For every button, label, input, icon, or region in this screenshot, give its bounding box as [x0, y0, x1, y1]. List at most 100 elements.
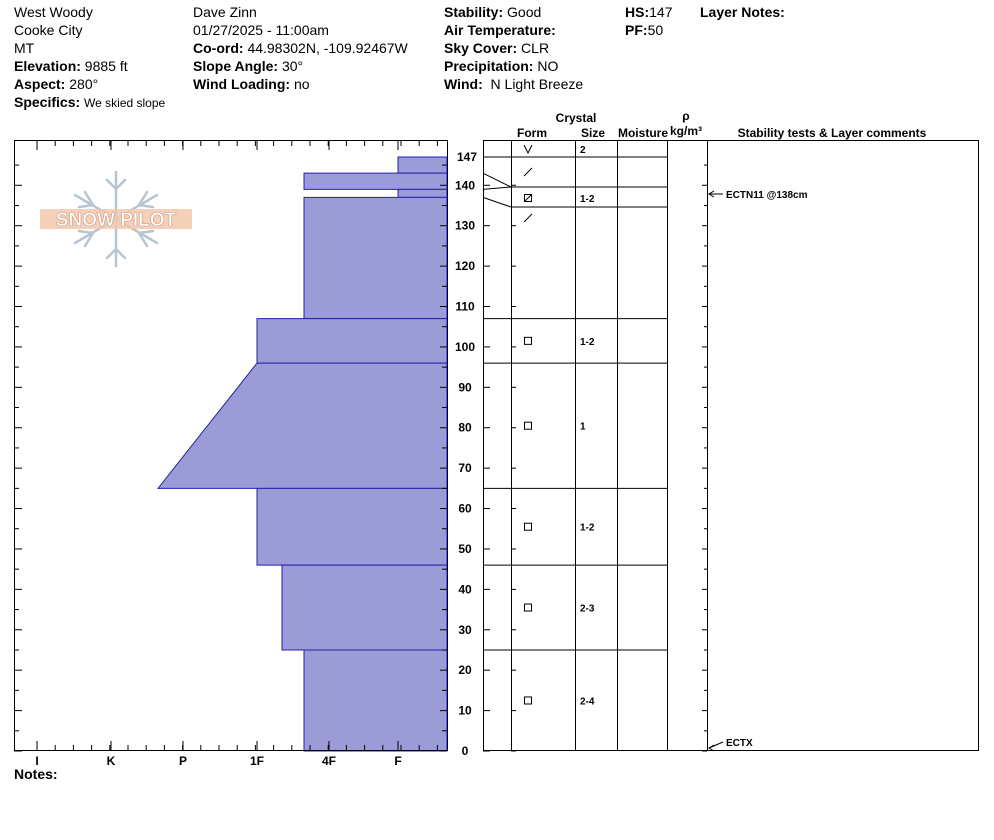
pf-value: 50	[647, 22, 664, 38]
faceted-icon	[524, 696, 532, 705]
slope-label: Slope Angle:	[193, 58, 279, 74]
wind-loading-label: Wind Loading:	[193, 76, 291, 92]
precip-value: NO	[537, 58, 559, 74]
notes: Notes:	[14, 765, 58, 783]
slope-angle: Slope Angle: 30°	[193, 57, 303, 75]
pf: PF:50	[625, 21, 663, 39]
hardness-layer-5	[156, 362, 448, 489]
stability-test-arrow	[708, 190, 715, 198]
aspect-label: Aspect:	[14, 76, 66, 92]
depth-label-60: 60	[458, 502, 472, 516]
layer-notes-label: Layer Notes:	[700, 4, 785, 20]
coordinates: Co-ord: 44.98302N, -109.92467W	[193, 39, 408, 57]
hs: HS:147	[625, 3, 672, 21]
wind: Wind: N Light Breeze	[444, 75, 583, 93]
precip-label: Precipitation:	[444, 58, 534, 74]
depth-label-10: 10	[458, 704, 472, 718]
precipitation: Precipitation: NO	[444, 57, 558, 75]
layer-table-content: 2 1-2 1-2 1 1-2 2-3 2-4 ECTN11 @138cm ECTX	[523, 144, 808, 752]
stability-test-arrow	[708, 744, 715, 752]
logo-text: SNOW PILOT	[56, 210, 177, 231]
coord-label: Co-ord:	[193, 40, 244, 56]
air-temperature: Air Temperature:	[444, 21, 556, 39]
county: Cooke City	[14, 22, 83, 38]
hardness-label-4F: 4F	[322, 754, 336, 768]
hardness-layer-7	[281, 564, 448, 651]
hardness-layer-4	[256, 318, 448, 364]
hardness-label-1F: 1F	[250, 754, 264, 768]
stability-label: Stability:	[444, 4, 504, 20]
hardness-label-K: K	[107, 754, 116, 768]
elevation: Elevation: 9885 ft	[14, 57, 128, 75]
aspect: Aspect: 280°	[14, 75, 98, 93]
moisture-header: Moisture	[618, 126, 668, 140]
stability-test-label: ECTN11 @138cm	[726, 190, 808, 201]
layer-boundary	[482, 196, 667, 208]
depth-label-50: 50	[458, 542, 472, 556]
mixed-form-slash	[524, 194, 532, 202]
elevation-value: 9885 ft	[84, 58, 128, 74]
specifics-value: We skied slope	[84, 96, 166, 110]
faceted-icon	[524, 603, 532, 612]
aspect-value: 280°	[69, 76, 99, 92]
stability-value: Good	[507, 4, 542, 20]
density-rho-header: ρ	[682, 109, 689, 123]
layer-table-grid	[482, 140, 708, 751]
crystal-size-label: 2-4	[580, 696, 595, 707]
coord-value: 44.98302N, -109.92467W	[247, 40, 408, 56]
depth-label-100: 100	[455, 340, 475, 354]
decomposing-icon	[523, 167, 533, 177]
size-header: Size	[581, 126, 605, 140]
wind-loading-value: no	[293, 76, 310, 92]
hardness-axis: I K P 1F 4F F	[35, 140, 438, 768]
layer-boundary	[482, 186, 667, 190]
decomposing-icon	[523, 213, 533, 223]
observer: Dave Zinn	[193, 4, 257, 20]
wind-label: Wind:	[444, 76, 483, 92]
depth-label-70: 70	[458, 461, 472, 475]
sky-label: Sky Cover:	[444, 40, 518, 56]
surface-hoar-icon	[523, 144, 533, 155]
air-temp-label: Air Temperature:	[444, 22, 556, 38]
stability-header: Stability tests & Layer comments	[738, 126, 927, 140]
crystal-size-label: 1-2	[580, 337, 595, 348]
depth-label-0: 0	[462, 744, 469, 758]
hardness-layer-6	[256, 487, 448, 566]
hardness-layer-3	[303, 196, 448, 320]
crystal-size-label: 2-3	[580, 604, 595, 615]
snowpilot-logo: SNOW PILOT	[40, 170, 192, 268]
depth-label-40: 40	[458, 582, 472, 596]
slope-value: 30°	[281, 58, 304, 74]
faceted-icon	[524, 336, 532, 345]
hs-value: 147	[649, 4, 673, 20]
faceted-icon	[524, 421, 532, 430]
datetime: 01/27/2025 - 11:00am	[193, 22, 329, 38]
hardness-layer-0	[397, 156, 448, 174]
hardness-layer-2	[397, 188, 448, 198]
hardness-layer-8	[303, 649, 448, 752]
crystal-size-label: 1	[580, 422, 586, 433]
stability-test-label: ECTX	[726, 738, 753, 749]
depth-axis: 0 10 20 30 40 50 60 70 80 90 100 110 120 130 140 147	[14, 150, 707, 758]
specifics: Specifics: We skied slope	[14, 93, 170, 111]
hardness-plot-frame	[14, 140, 448, 751]
depth-label-20: 20	[458, 663, 472, 677]
notes-label: Notes:	[14, 766, 58, 782]
depth-label-140: 140	[455, 178, 475, 192]
sky-cover: Sky Cover: CLR	[444, 39, 549, 57]
layer-table-frame	[483, 140, 979, 751]
depth-label-120: 120	[455, 259, 475, 273]
pf-label: PF:	[625, 22, 648, 38]
depth-label-top: 147	[457, 150, 477, 164]
hardness-profile	[156, 156, 448, 752]
layer-notes: Layer Notes:	[700, 3, 785, 21]
wind-value: N Light Breeze	[490, 76, 584, 92]
crystal-header: Crystal	[556, 111, 597, 125]
sky-value: CLR	[521, 40, 550, 56]
hs-label: HS:	[625, 4, 650, 20]
specifics-label: Specifics:	[14, 94, 81, 110]
elevation-label: Elevation:	[14, 58, 81, 74]
mixed-form-icon	[524, 194, 532, 202]
crystal-size-label: 2	[580, 145, 586, 156]
